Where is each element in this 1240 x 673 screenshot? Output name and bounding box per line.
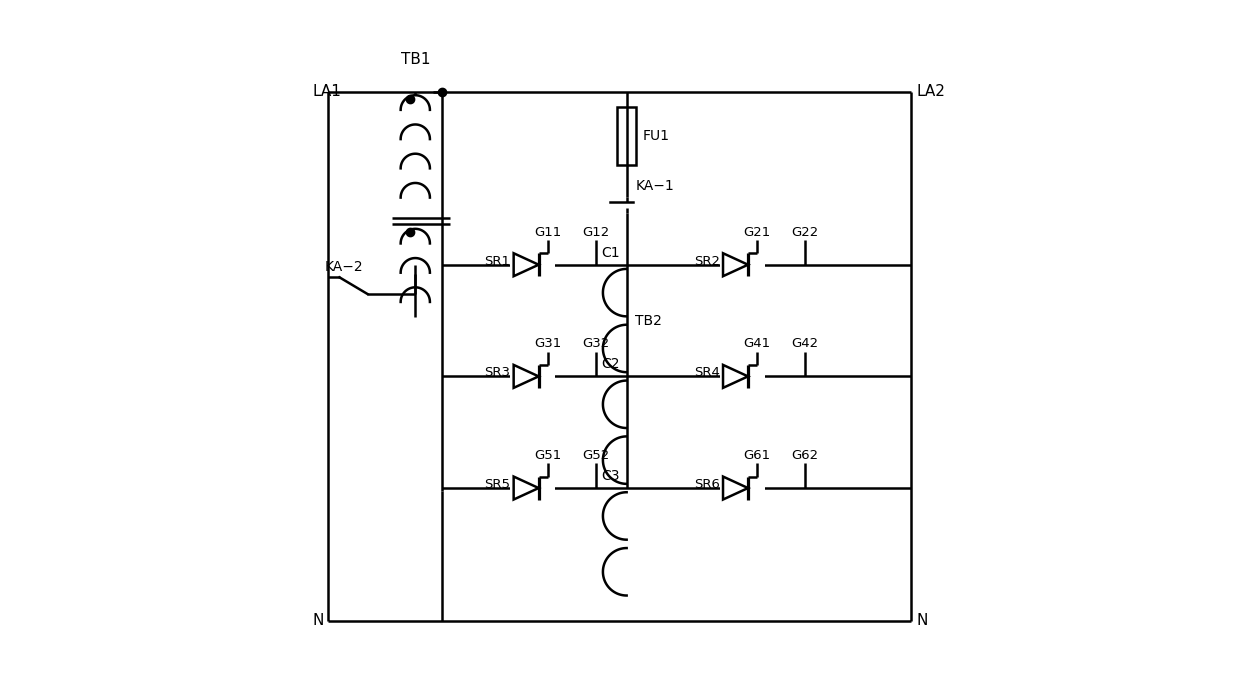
Text: KA−2: KA−2 <box>324 260 363 275</box>
Text: G61: G61 <box>744 449 771 462</box>
Text: G62: G62 <box>791 449 818 462</box>
Polygon shape <box>719 349 765 393</box>
Text: C2: C2 <box>601 357 620 371</box>
Text: G22: G22 <box>791 225 818 239</box>
Text: FU1: FU1 <box>642 129 670 143</box>
Text: LA2: LA2 <box>916 84 945 100</box>
Text: G41: G41 <box>744 337 771 350</box>
Text: N: N <box>312 614 325 629</box>
Text: G51: G51 <box>534 449 562 462</box>
Text: C3: C3 <box>601 469 620 483</box>
Polygon shape <box>511 237 556 281</box>
Text: G52: G52 <box>582 449 609 462</box>
Polygon shape <box>719 460 765 505</box>
Text: G31: G31 <box>534 337 562 350</box>
Text: G32: G32 <box>582 337 609 350</box>
Text: G12: G12 <box>582 225 609 239</box>
Text: TB2: TB2 <box>635 314 661 328</box>
Polygon shape <box>719 237 765 281</box>
Text: KA−1: KA−1 <box>635 179 675 193</box>
Text: G42: G42 <box>791 337 818 350</box>
Text: N: N <box>916 614 928 629</box>
Text: SR2: SR2 <box>693 254 719 268</box>
Text: SR5: SR5 <box>485 478 511 491</box>
Text: SR1: SR1 <box>485 254 511 268</box>
Text: SR3: SR3 <box>485 366 511 380</box>
Text: TB1: TB1 <box>401 52 430 67</box>
Polygon shape <box>511 349 556 393</box>
Text: G21: G21 <box>744 225 771 239</box>
Text: SR6: SR6 <box>694 478 719 491</box>
Text: C1: C1 <box>601 246 620 260</box>
Text: G11: G11 <box>534 225 562 239</box>
Text: SR4: SR4 <box>694 366 719 380</box>
Bar <box>618 106 636 165</box>
Text: LA1: LA1 <box>312 84 342 100</box>
Polygon shape <box>511 460 556 505</box>
